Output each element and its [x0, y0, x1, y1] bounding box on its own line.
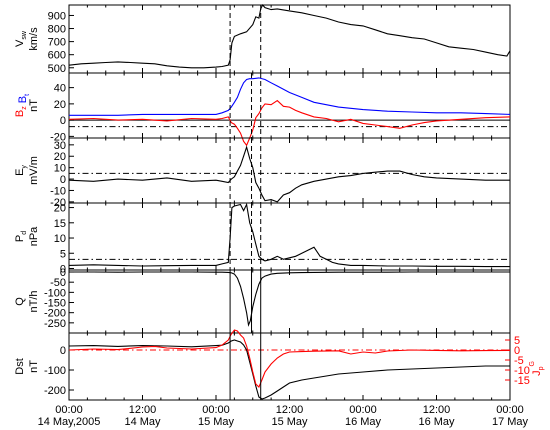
y-tick-label: -100 — [44, 287, 66, 299]
y-tick-label: -10 — [50, 185, 66, 197]
x-tick-date: 16 May — [345, 416, 382, 428]
y-tick-label: -20 — [50, 131, 66, 143]
y-tick-label: 600 — [48, 50, 66, 62]
y-axis-unit: mV/m — [28, 156, 40, 185]
x-tick-label: 00:00 — [55, 404, 83, 416]
x-tick-date: 16 May — [418, 416, 455, 428]
x-tick-label: 12:00 — [276, 404, 304, 416]
panel-pd: 0 5 10 15 20 Pd nPa — [14, 202, 511, 275]
right-axis-label: JpG — [529, 361, 545, 376]
series-line-dst-jp — [68, 329, 511, 388]
x-tick-date: 15 May — [271, 416, 308, 428]
event-lines-layer — [229, 5, 262, 400]
x-tick-label: 00:00 — [496, 404, 524, 416]
y-tick-label: 20 — [54, 151, 66, 163]
panel-frame — [68, 72, 511, 139]
x-tick-label: 12:00 — [423, 404, 451, 416]
y-axis-label: Dst — [14, 358, 26, 375]
y-tick-label: 800 — [48, 24, 66, 36]
y-axis-unit: nT — [28, 360, 40, 373]
y-tick-label: 40 — [54, 83, 66, 95]
x-tick-label: 12:00 — [129, 404, 157, 416]
y-axis-label: Ey — [14, 165, 28, 176]
y-tick-label: 900 — [48, 10, 66, 22]
y-tick-label: 0 — [60, 267, 66, 279]
y-tick-label: 30 — [54, 140, 66, 152]
x-tick-date: 17 May — [492, 416, 529, 428]
y-tick-label: 10 — [54, 233, 66, 245]
y-axis-unit: km/s — [28, 27, 40, 51]
right-tick-label: -15 — [514, 375, 530, 387]
right-tick-label: 0 — [514, 345, 520, 357]
y-tick-label: -150 — [44, 298, 66, 310]
y-axis-label: Vsw — [14, 30, 28, 47]
y-tick-label: -200 — [44, 308, 66, 320]
x-tick-label: 00:00 — [349, 404, 377, 416]
x-tick-date: 14 May — [124, 416, 161, 428]
series-line-bfield-bz — [68, 99, 511, 147]
series-line-bfield-bt — [69, 77, 511, 116]
panel-frame — [68, 332, 511, 401]
series-line-vsw — [68, 4, 511, 69]
y-axis-label: Pd — [14, 231, 28, 242]
series-line-pd — [68, 202, 510, 268]
x-tick-date: 15 May — [198, 416, 235, 428]
y-tick-label: -200 — [44, 385, 66, 397]
y-tick-label: 0 — [60, 345, 66, 357]
y-tick-label: 15 — [54, 218, 66, 230]
y-tick-label: 500 — [48, 63, 66, 75]
y-tick-label: -250 — [44, 318, 66, 330]
y-tick-label: 0 — [60, 115, 66, 127]
panel-frame — [68, 202, 511, 271]
panel-frame — [68, 269, 511, 334]
right-tick-label: 5 — [514, 335, 520, 347]
y-tick-label: 20 — [54, 203, 66, 215]
y-axis-label: Bz Bt — [14, 94, 31, 117]
y-tick-label: 0 — [60, 263, 66, 275]
series-line-ey — [68, 145, 510, 203]
y-axis-unit: nT/h — [28, 290, 40, 312]
x-tick-label: 00:00 — [202, 404, 230, 416]
y-tick-label: 5 — [60, 248, 66, 260]
y-axis-unit: nPa — [28, 226, 40, 246]
y-tick-label: -20 — [50, 197, 66, 209]
y-tick-label: -100 — [44, 365, 66, 377]
panel-q: 0-50-100-150-200-250 Q nT/h — [14, 267, 511, 334]
series-line-q — [69, 271, 510, 327]
series-line-dst-dst — [68, 339, 510, 400]
x-tick-date: 14 May,2005 — [38, 416, 101, 428]
y-tick-label: 700 — [48, 37, 66, 49]
y-tick-label: 0 — [60, 174, 66, 186]
right-tick-label: -10 — [514, 365, 530, 377]
right-tick-label: -5 — [514, 355, 524, 367]
y-tick-label: 20 — [54, 99, 66, 111]
y-axis-unit: nT — [28, 99, 40, 112]
y-axis-label: Q — [14, 297, 26, 306]
y-tick-label: 10 — [54, 163, 66, 175]
y-tick-label: -50 — [50, 277, 66, 289]
